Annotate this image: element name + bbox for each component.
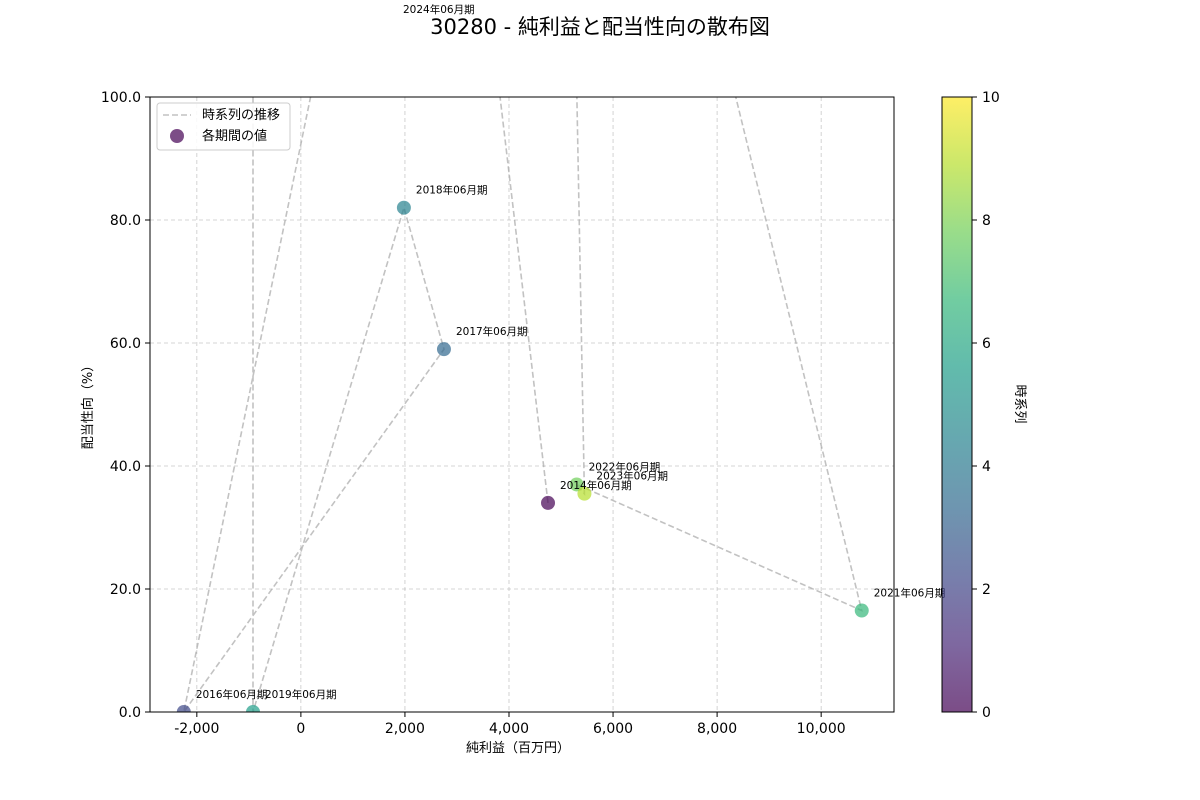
y-axis-label: 配当性向（%） (80, 359, 96, 449)
annotation-2018年06月期: 2018年06月期 (416, 184, 488, 197)
annotation-2016年06月期: 2016年06月期 (196, 688, 268, 701)
x-tick-label: 2,000 (385, 721, 425, 737)
data-point-2014年06月期 (541, 495, 556, 510)
data-point-2023年06月期 (577, 486, 592, 501)
colorbar-tick-label: 6 (982, 336, 991, 352)
scatter-points (176, 200, 869, 712)
colorbar-tick-label: 8 (982, 213, 991, 229)
annotation-2017年06月期: 2017年06月期 (456, 325, 528, 338)
colorbar-tick-label: 0 (982, 705, 991, 721)
point-annotations: 2014年06月期 2016年06月期 2017年06月期 2018年06月期 2019… (196, 3, 946, 701)
y-tick-label: 40.0 (110, 459, 141, 475)
x-tick-label: 6,000 (593, 721, 633, 737)
colorbar-tick-label: 10 (982, 90, 1000, 106)
legend-line-label: 時系列の推移 (202, 108, 280, 123)
x-tick-label: 10,000 (797, 721, 846, 737)
x-tick-label: -2,000 (174, 721, 219, 737)
annotation-2021年06月期: 2021年06月期 (874, 587, 946, 600)
x-tick-label: 8,000 (697, 721, 737, 737)
y-tick-label: 20.0 (110, 582, 141, 598)
annotation-2023年06月期: 2023年06月期 (596, 470, 668, 483)
colorbar-label: 時系列 (1012, 384, 1027, 423)
plot-frame (149, 96, 895, 713)
data-point-2017年06月期 (436, 342, 451, 357)
data-point-2022年06月期 (569, 477, 584, 492)
colorbar-ticks: 0 2 4 6 8 10 (972, 90, 1000, 721)
colorbar-tick-label: 4 (982, 459, 991, 475)
annotation-2024年06月期: 2024年06月期 (403, 3, 475, 16)
legend-marker-swatch (170, 129, 184, 143)
y-tick-label: 0.0 (119, 705, 141, 721)
colorbar-frame (941, 96, 973, 713)
data-point-2019年06月期 (246, 705, 261, 712)
legend: 時系列の推移 各期間の値 (156, 102, 291, 151)
annotation-2014年06月期: 2014年06月期 (560, 479, 632, 492)
data-point-2018年06月期 (396, 200, 411, 215)
colorbar: 0 2 4 6 8 10 時系列 (941, 90, 1027, 721)
colorbar-tick-label: 2 (982, 582, 991, 598)
legend-marker-label: 各期間の値 (202, 128, 267, 144)
y-tick-label: 100.0 (101, 90, 141, 106)
annotation-2019年06月期: 2019年06月期 (265, 688, 337, 701)
x-tick-label: 4,000 (489, 721, 529, 737)
x-axis-label: 純利益（百万円） (466, 741, 570, 756)
annotation-2022年06月期: 2022年06月期 (589, 460, 661, 473)
x-tick-label: 0 (296, 721, 305, 737)
y-tick-label: 80.0 (110, 213, 141, 229)
chart-title: 30280 - 純利益と配当性向の散布図 (430, 15, 770, 39)
colorbar-gradient (942, 97, 972, 712)
data-point-2016年06月期 (176, 705, 191, 712)
y-axis-ticks: 0.0 20.0 40.0 60.0 80.0 100.0 (101, 90, 150, 721)
data-point-2021年06月期 (854, 603, 869, 618)
grid-lines (150, 96, 894, 713)
y-tick-label: 60.0 (110, 336, 141, 352)
x-axis-ticks: -2,000 0 2,000 4,000 6,000 8,000 10,000 (174, 712, 846, 737)
